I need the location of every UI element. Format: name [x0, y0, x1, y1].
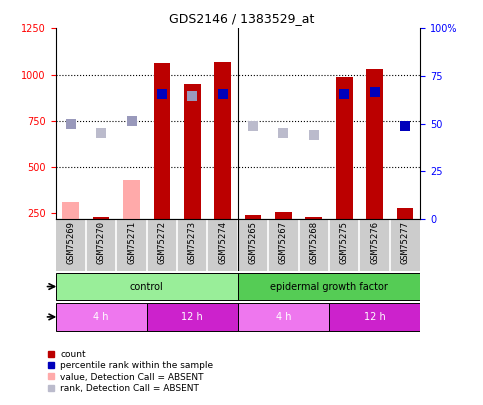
Text: 12 h: 12 h [364, 312, 385, 322]
Bar [245, 215, 261, 219]
Text: 4 h: 4 h [276, 312, 291, 322]
Text: GSM75271: GSM75271 [127, 221, 136, 264]
Point [341, 91, 348, 97]
FancyBboxPatch shape [238, 273, 420, 300]
Point [219, 91, 227, 97]
Point [280, 130, 287, 136]
Bar [397, 208, 413, 219]
Bar [184, 84, 200, 219]
Point [249, 123, 257, 130]
Point [158, 91, 166, 97]
Point [341, 91, 348, 97]
Bar [93, 217, 110, 219]
Bar [275, 212, 292, 219]
FancyBboxPatch shape [329, 303, 420, 330]
Point [310, 131, 318, 138]
Bar [154, 62, 170, 219]
Text: GSM75274: GSM75274 [218, 221, 227, 264]
FancyBboxPatch shape [238, 303, 329, 330]
Legend: count, percentile rank within the sample, value, Detection Call = ABSENT, rank, : count, percentile rank within the sample… [43, 346, 217, 396]
Text: GSM75276: GSM75276 [370, 221, 379, 264]
Bar [305, 217, 322, 219]
FancyBboxPatch shape [56, 303, 147, 330]
Text: GDS2146 / 1383529_at: GDS2146 / 1383529_at [169, 12, 314, 25]
Point [219, 91, 227, 97]
Point [97, 130, 105, 136]
Bar [336, 77, 353, 219]
Text: GSM75270: GSM75270 [97, 221, 106, 264]
Text: GSM75273: GSM75273 [188, 221, 197, 264]
Text: GSM75268: GSM75268 [309, 221, 318, 264]
FancyBboxPatch shape [56, 273, 238, 300]
Text: GSM75272: GSM75272 [157, 221, 167, 264]
Bar [214, 62, 231, 219]
Point [401, 123, 409, 130]
Bar [366, 69, 383, 219]
FancyBboxPatch shape [147, 303, 238, 330]
Text: GSM75265: GSM75265 [249, 221, 257, 264]
Point [371, 89, 379, 95]
Text: 4 h: 4 h [93, 312, 109, 322]
Text: GSM75267: GSM75267 [279, 221, 288, 264]
Text: control: control [130, 281, 164, 292]
Bar [123, 180, 140, 219]
Text: GSM75269: GSM75269 [66, 221, 75, 264]
Text: GSM75275: GSM75275 [340, 221, 349, 264]
Point [158, 91, 166, 97]
Bar [62, 202, 79, 219]
Point [401, 123, 409, 130]
Text: GSM75277: GSM75277 [400, 221, 410, 264]
Point [371, 89, 379, 95]
Point [67, 121, 74, 128]
Text: epidermal growth factor: epidermal growth factor [270, 281, 388, 292]
Point [128, 117, 135, 124]
Text: 12 h: 12 h [182, 312, 203, 322]
Point [188, 93, 196, 99]
